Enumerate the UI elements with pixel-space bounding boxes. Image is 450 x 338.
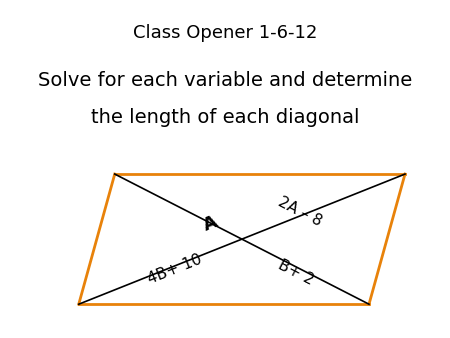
Text: A: A	[201, 213, 220, 235]
Text: B+ 2: B+ 2	[276, 258, 316, 288]
Text: 2A – 8: 2A – 8	[276, 195, 325, 230]
Text: 4B+ 10: 4B+ 10	[145, 252, 204, 287]
Text: the length of each diagonal: the length of each diagonal	[91, 108, 359, 127]
Text: Solve for each variable and determine: Solve for each variable and determine	[38, 71, 412, 90]
Text: Class Opener 1-6-12: Class Opener 1-6-12	[133, 24, 317, 42]
